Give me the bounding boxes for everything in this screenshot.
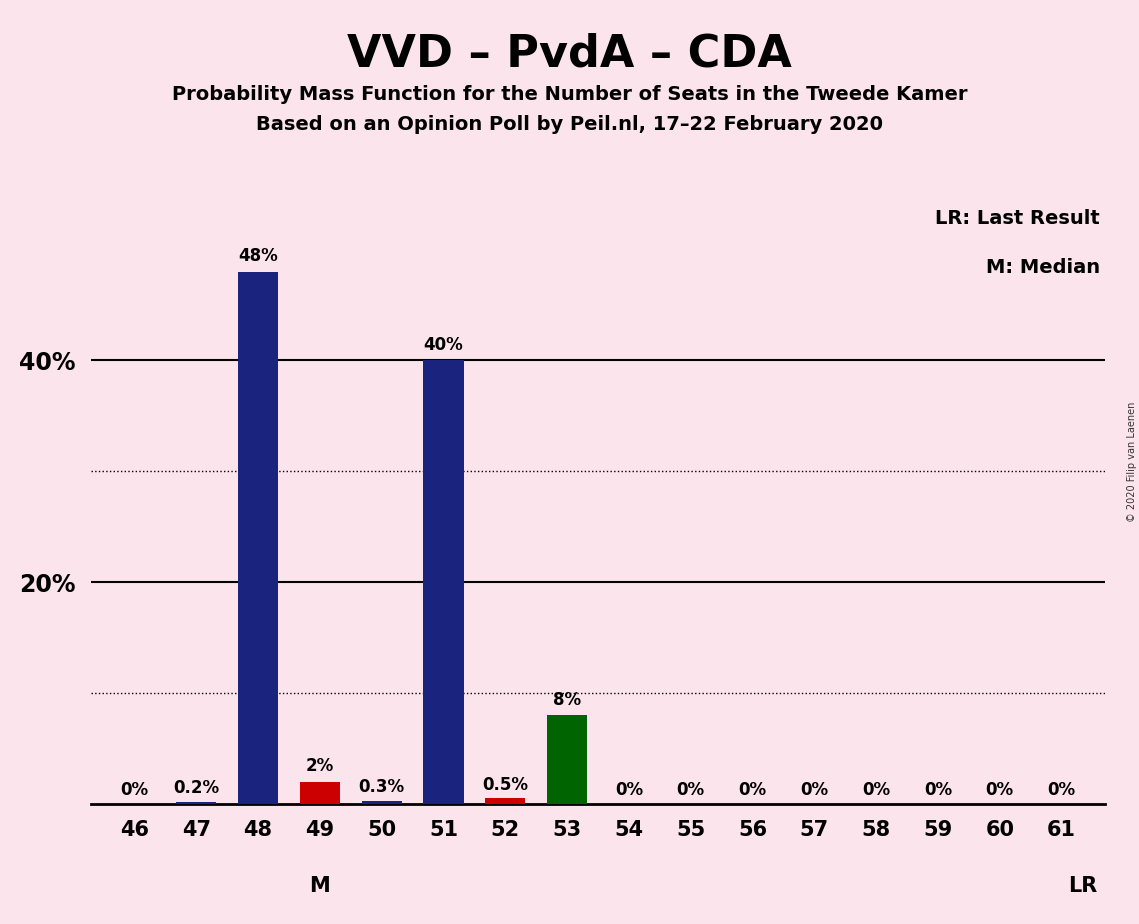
Text: Probability Mass Function for the Number of Seats in the Tweede Kamer: Probability Mass Function for the Number…	[172, 85, 967, 104]
Text: 0.2%: 0.2%	[173, 779, 220, 797]
Text: VVD – PvdA – CDA: VVD – PvdA – CDA	[347, 32, 792, 76]
Text: LR: Last Result: LR: Last Result	[935, 209, 1100, 228]
Text: 0%: 0%	[677, 782, 705, 799]
Text: 48%: 48%	[238, 247, 278, 265]
Text: 0%: 0%	[615, 782, 642, 799]
Text: Based on an Opinion Poll by Peil.nl, 17–22 February 2020: Based on an Opinion Poll by Peil.nl, 17–…	[256, 115, 883, 134]
Bar	[361, 800, 402, 804]
Text: 0%: 0%	[801, 782, 828, 799]
Text: LR: LR	[1068, 876, 1098, 896]
Text: M: Median: M: Median	[985, 258, 1100, 277]
Bar	[300, 782, 339, 804]
Text: © 2020 Filip van Laenen: © 2020 Filip van Laenen	[1126, 402, 1137, 522]
Text: 0%: 0%	[862, 782, 891, 799]
Text: 0.3%: 0.3%	[359, 778, 404, 796]
Bar	[485, 798, 525, 804]
Text: M: M	[310, 876, 330, 896]
Text: 0%: 0%	[985, 782, 1014, 799]
Bar	[238, 272, 278, 804]
Text: 40%: 40%	[424, 335, 464, 354]
Text: 0%: 0%	[121, 782, 148, 799]
Text: 0.5%: 0.5%	[482, 776, 528, 794]
Bar	[177, 802, 216, 804]
Text: 8%: 8%	[554, 690, 581, 709]
Text: 2%: 2%	[305, 757, 334, 775]
Text: 0%: 0%	[1048, 782, 1075, 799]
Text: 0%: 0%	[738, 782, 767, 799]
Bar	[424, 360, 464, 804]
Text: 0%: 0%	[924, 782, 952, 799]
Bar	[547, 715, 588, 804]
